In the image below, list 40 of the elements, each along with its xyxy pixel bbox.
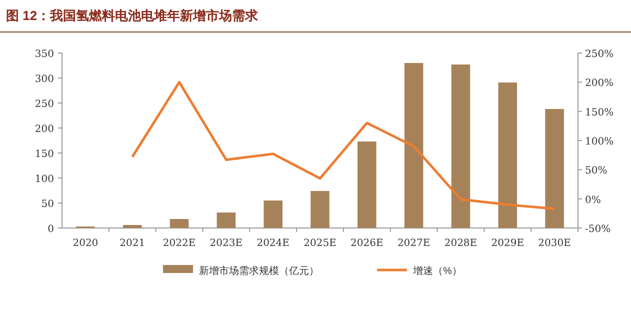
- chart-title: 图 12：我国氢燃料电池电堆年新增市场需求: [6, 8, 260, 23]
- bar: [122, 225, 142, 228]
- x-tick-label: 2028E: [444, 238, 478, 249]
- y-tick-label: 100: [34, 174, 54, 185]
- x-tick-label: 2024E: [256, 238, 290, 249]
- x-tick-label: 2022E: [162, 238, 196, 249]
- bar: [264, 200, 282, 228]
- y-tick-label: 150: [34, 149, 54, 160]
- y2-tick-label: 200%: [585, 78, 614, 90]
- bar: [216, 212, 236, 228]
- y-tick-label: 350: [34, 49, 54, 60]
- legend-label: 增速（%）: [412, 265, 462, 277]
- bar: [404, 63, 424, 228]
- y-tick-label: 0: [48, 224, 54, 235]
- x-tick-label: 2025E: [304, 238, 336, 249]
- legend-label: 新增市场需求规模（亿元）: [199, 265, 319, 277]
- bar: [545, 109, 564, 228]
- x-tick-label: 2029E: [491, 238, 524, 249]
- x-tick-label: 2030E: [538, 238, 571, 249]
- bar: [170, 219, 189, 228]
- y2-tick-label: 100%: [585, 136, 614, 148]
- y-tick-label: 250: [34, 99, 54, 110]
- y2-tick-label: 250%: [585, 49, 614, 60]
- bar: [358, 142, 376, 228]
- y-tick-label: 300: [34, 74, 54, 85]
- y2-tick-label: -50%: [585, 224, 611, 235]
- y-tick-label: 50: [41, 199, 54, 210]
- line-series: [131, 80, 556, 210]
- x-tick-label: 2026E: [350, 238, 384, 249]
- x-tick-label: 2020: [72, 238, 98, 249]
- bar: [498, 82, 518, 228]
- y2-tick-label: 150%: [585, 107, 614, 118]
- y2-tick-label: 0%: [585, 194, 601, 206]
- y-tick-label: 200: [34, 124, 54, 135]
- x-tick-label: 2027E: [397, 238, 430, 249]
- x-tick-label: 2023E: [210, 238, 243, 249]
- bar: [310, 191, 330, 228]
- y2-tick-label: 50%: [585, 166, 608, 177]
- x-tick-label: 2021: [120, 238, 146, 249]
- bar: [451, 64, 470, 228]
